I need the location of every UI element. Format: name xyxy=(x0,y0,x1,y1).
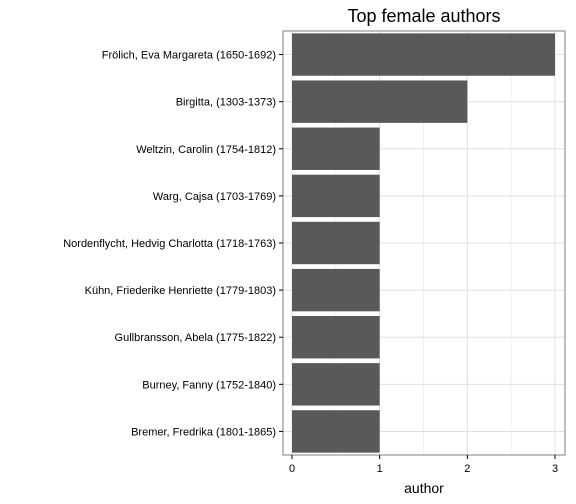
x-axis-title: author xyxy=(404,480,444,496)
x-tick-label-3: 3 xyxy=(552,463,558,475)
y-tick-label-8: Bremer, Fredrika (1801-1865) xyxy=(131,426,276,438)
bar-7 xyxy=(292,363,380,406)
chart-title: Top female authors xyxy=(347,6,500,26)
y-tick-label-3: Warg, Cajsa (1703-1769) xyxy=(153,191,276,203)
bar-1 xyxy=(292,80,468,123)
x-tick-label-2: 2 xyxy=(464,463,470,475)
y-tick-label-0: Frölich, Eva Margareta (1650-1692) xyxy=(102,50,276,62)
bars xyxy=(292,33,555,453)
y-tick-label-5: Kühn, Friederike Henriette (1779-1803) xyxy=(85,285,276,297)
y-tick-label-4: Nordenflycht, Hedvig Charlotta (1718-176… xyxy=(63,238,276,250)
bar-4 xyxy=(292,221,380,265)
x-axis: 0 1 2 3 xyxy=(289,455,558,475)
bar-3 xyxy=(292,174,380,218)
y-tick-label-1: Birgitta, (1303-1373) xyxy=(176,97,276,109)
bar-5 xyxy=(292,268,380,312)
y-axis: Frölich, Eva Margareta (1650-1692) Birgit… xyxy=(63,50,283,438)
bar-2 xyxy=(292,127,380,170)
x-tick-label-0: 0 xyxy=(289,463,295,475)
bar-6 xyxy=(292,316,380,359)
y-tick-label-7: Burney, Fanny (1752-1840) xyxy=(142,379,276,391)
x-tick-label-1: 1 xyxy=(377,463,383,475)
y-tick-label-2: Weltzin, Carolin (1754-1812) xyxy=(136,144,276,156)
bar-8 xyxy=(292,410,380,453)
y-tick-label-6: Gullbransson, Abela (1775-1822) xyxy=(115,332,276,344)
bar-0 xyxy=(292,33,555,76)
